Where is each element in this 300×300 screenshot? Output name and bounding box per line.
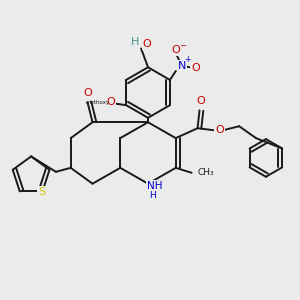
Text: O: O bbox=[191, 63, 200, 73]
Text: S: S bbox=[38, 188, 45, 197]
Text: O: O bbox=[196, 97, 205, 106]
Text: H: H bbox=[131, 37, 139, 46]
Text: O: O bbox=[143, 40, 152, 50]
Text: methoxy: methoxy bbox=[85, 100, 110, 105]
Text: O: O bbox=[172, 45, 180, 55]
Text: O: O bbox=[83, 88, 92, 98]
Text: H: H bbox=[150, 191, 156, 200]
Text: O: O bbox=[106, 97, 115, 107]
Text: N: N bbox=[178, 61, 186, 71]
Text: +: + bbox=[184, 55, 191, 64]
Text: CH₃: CH₃ bbox=[198, 168, 214, 177]
Text: −: − bbox=[179, 41, 186, 50]
Text: O: O bbox=[215, 125, 224, 135]
Text: NH: NH bbox=[147, 181, 163, 191]
